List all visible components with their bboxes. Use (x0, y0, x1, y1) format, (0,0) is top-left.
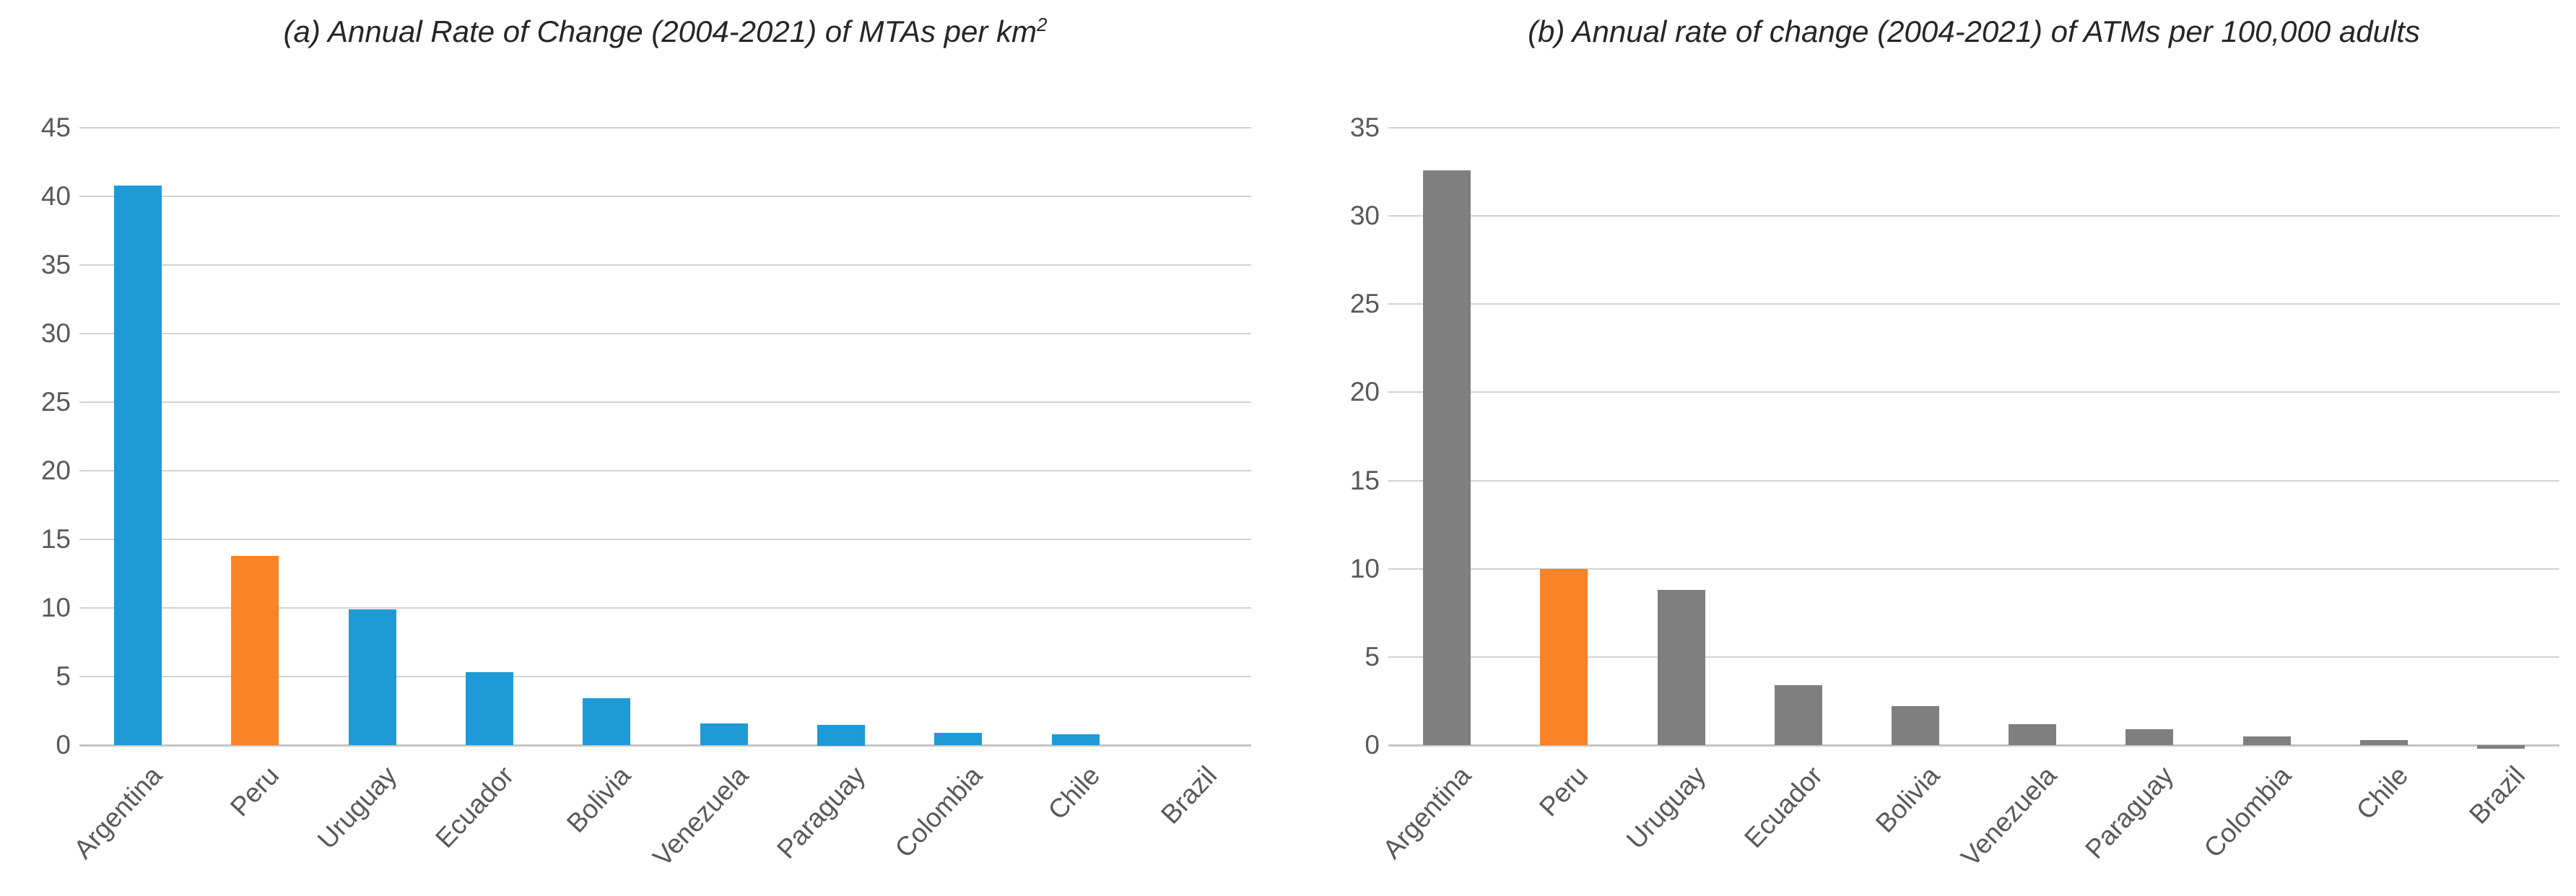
bar-paraguay (2125, 729, 2174, 745)
chart-b-title-text: (b) Annual rate of change (2004-2021) of… (1528, 14, 2420, 48)
bar-argentina (114, 185, 162, 745)
bar-peru (1540, 568, 1588, 745)
y-tick-label: 15 (40, 524, 71, 554)
bar-colombia (934, 732, 983, 745)
bar-uruguay (1657, 590, 1705, 746)
y-tick-label: 10 (1349, 553, 1380, 583)
gridline (79, 333, 1251, 334)
y-tick-label: 0 (56, 730, 71, 760)
y-tick-label: 35 (40, 250, 71, 279)
bar-brazil (2476, 745, 2525, 749)
x-category-label-uruguay: Uruguay (1620, 760, 1711, 855)
x-category-label-chile: Chile (2350, 760, 2414, 825)
y-tick-label: 20 (40, 456, 71, 485)
chart-a-title: (a) Annual Rate of Change (2004-2021) of… (0, 10, 1532, 53)
y-tick-label: 5 (56, 661, 71, 691)
x-category-label-colombia: Colombia (2198, 760, 2297, 864)
bar-venezuela (2009, 723, 2057, 745)
chart-b-title: (b) Annual rate of change (2004-2021) of… (1108, 10, 2576, 53)
gridline (1388, 656, 2559, 658)
bar-venezuela (700, 723, 748, 745)
bar-argentina (1423, 170, 1471, 745)
x-category-label-brazil: Brazil (2463, 760, 2531, 830)
gridline (1388, 215, 2559, 217)
y-tick-label: 25 (40, 387, 71, 417)
gridline (1388, 567, 2559, 570)
gridline (79, 676, 1251, 677)
bar-ecuador (1774, 684, 1822, 745)
x-category-label-paraguay: Paraguay (2079, 760, 2180, 865)
y-tick-label: 10 (40, 593, 71, 622)
gridline (1388, 127, 2559, 129)
y-tick-label: 20 (1349, 377, 1380, 407)
x-axis-line (79, 744, 1251, 747)
gridline (1388, 479, 2559, 482)
chart-a-title-text: (a) Annual Rate of Change (2004-2021) of… (283, 14, 1037, 48)
y-tick-label: 25 (1349, 289, 1380, 319)
y-tick-label: 35 (1349, 113, 1380, 142)
x-category-label-argentina: Argentina (1377, 760, 1477, 865)
gridline (79, 127, 1251, 129)
y-tick-label: 40 (40, 181, 71, 211)
y-tick-label: 30 (1349, 201, 1380, 231)
bar-peru (231, 555, 279, 745)
bar-ecuador (466, 672, 514, 746)
gridline (79, 607, 1251, 609)
x-category-label-ecuador: Ecuador (1738, 760, 1828, 854)
gridline (79, 401, 1251, 403)
bar-bolivia (583, 698, 631, 746)
gridline (79, 196, 1251, 197)
y-tick-label: 0 (1365, 730, 1380, 760)
bar-uruguay (348, 609, 396, 745)
chart-a-title-superscript: 2 (1037, 14, 1048, 35)
bar-chile (1051, 734, 1100, 745)
bar-colombia (2242, 736, 2291, 745)
gridline (79, 539, 1251, 540)
y-tick-label: 5 (1365, 641, 1380, 671)
gridline (1388, 303, 2559, 305)
x-category-label-venezuela: Venezuela (1955, 760, 2063, 872)
gridline (79, 470, 1251, 471)
y-tick-label: 15 (1349, 465, 1380, 495)
bar-chile (2359, 739, 2408, 745)
x-axis-line (1388, 744, 2559, 747)
bar-bolivia (1891, 706, 1939, 746)
bar-paraguay (817, 724, 865, 746)
x-category-label-peru: Peru (1533, 760, 1594, 822)
gridline (79, 264, 1251, 266)
gridline (1388, 391, 2559, 393)
y-tick-label: 45 (40, 113, 71, 142)
y-tick-label: 30 (40, 318, 71, 348)
x-category-label-bolivia: Bolivia (1869, 760, 1946, 838)
